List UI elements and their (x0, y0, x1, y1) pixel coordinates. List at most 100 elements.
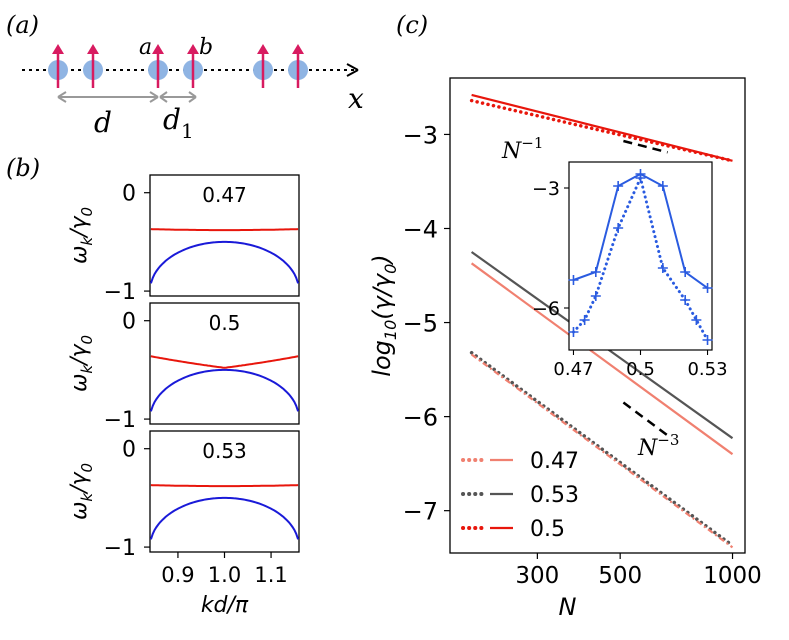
spin-arrowhead (152, 44, 164, 54)
inset-frame (568, 161, 713, 351)
y-axis-label: ωk/γ0 (67, 207, 96, 264)
y-axis-label-post-sub: 0 (381, 264, 400, 274)
distance-d-arrowhead-left (57, 91, 67, 103)
plot-title: 0.5 (209, 311, 241, 335)
inset-marker (568, 327, 579, 337)
y-axis-label: ωk/γ0 (67, 463, 96, 520)
site-b-label: b (199, 35, 213, 60)
distance-d: d (57, 91, 159, 139)
chain-sites (22, 44, 359, 88)
site-a-label: a (139, 35, 152, 60)
inset-marker (702, 335, 713, 345)
band-curve (150, 484, 299, 488)
plot-title: 0.53 (202, 439, 247, 463)
plot-title: 0.47 (202, 183, 247, 207)
distance-d1-arrowhead-left (159, 91, 168, 103)
inset-marker (579, 315, 590, 325)
plot-frame (149, 302, 300, 425)
y-axis-label-sub: k (78, 492, 96, 502)
plot-frame (149, 174, 300, 297)
y-axis-label-main: ω (67, 246, 92, 264)
x-tick-label: 1.0 (208, 563, 241, 587)
annotation-base: N (637, 436, 658, 461)
y-axis-label-den: /γ (67, 344, 92, 367)
y-tick-label: −1 (104, 280, 136, 305)
panel-a-label: (a) (6, 11, 39, 39)
y-axis-label-sub: 10 (381, 320, 400, 340)
y-axis-label-den-sub: 0 (78, 463, 96, 473)
y-tick-label: −6 (403, 404, 438, 432)
inset-marker (702, 283, 713, 293)
spin-arrowhead (52, 44, 64, 54)
inset-marker (613, 223, 624, 233)
series-line (469, 98, 735, 163)
x-tick-label: 1.1 (254, 563, 287, 587)
band-curve (149, 496, 300, 540)
inset-x-tick-label: 0.5 (626, 359, 655, 380)
inset-marker (657, 181, 668, 191)
y-axis-label-den: /γ (67, 216, 92, 239)
spin-arrowhead (292, 44, 304, 54)
band-curve (149, 368, 300, 412)
y-axis-label-sub: k (78, 236, 96, 246)
distance-d1-subscript: 1 (181, 119, 194, 143)
spin-arrowhead (87, 44, 99, 54)
annotation-n-minus-1: N−1 (501, 134, 543, 164)
inset-x-tick-label: 0.47 (553, 359, 593, 380)
inset-marker (691, 315, 702, 325)
series-line (623, 139, 668, 154)
y-tick-label: −3 (403, 121, 438, 149)
series-line (622, 401, 669, 437)
legend: 0.47 0.53 0.5 (461, 449, 579, 542)
series-line (470, 353, 734, 549)
panel-c-label: (c) (396, 11, 428, 39)
y-tick-label: 0 (122, 182, 136, 207)
inset-y-tick-label: −6 (532, 298, 560, 320)
y-axis-label-sub: k (78, 364, 96, 374)
spin-arrowhead (187, 44, 199, 54)
band-plot-b-top: 0.47 0 −1 ωk/γ0 (67, 174, 300, 305)
distance-d1-arrowhead-right (188, 91, 197, 103)
chain-axis-arrowhead (346, 63, 359, 77)
annotation-base: N (501, 139, 522, 164)
y-axis-label-post: (γ/γ (368, 272, 396, 320)
plot-frame (449, 77, 746, 554)
distance-d-label: d (94, 106, 112, 139)
y-axis-label-den: /γ (67, 472, 92, 495)
inset-marker (568, 275, 579, 285)
inset-marker (590, 267, 601, 277)
x-axis-label: N (559, 593, 577, 621)
legend-label: 0.5 (530, 517, 565, 542)
distance-d1: d 1 (159, 91, 197, 143)
y-tick-label: 0 (122, 310, 136, 335)
y-tick-label: −5 (403, 310, 438, 338)
x-tick-label: 0.9 (161, 563, 194, 587)
series-line (470, 262, 734, 456)
band-plot-b-mid: 0.50−1ωk/γ0 (67, 302, 300, 433)
y-axis-label-pre: log (368, 340, 396, 377)
x-tick-label: 500 (598, 563, 642, 589)
legend-label: 0.47 (530, 449, 579, 474)
inset-marker (680, 295, 691, 305)
y-tick-label: −7 (403, 498, 438, 526)
y-tick-label: −1 (104, 536, 136, 561)
y-axis-label-end: ) (368, 254, 396, 265)
panel-a: (a) a b x d d 1 (6, 11, 364, 143)
annotation-sup: −1 (521, 134, 543, 152)
band-curve (150, 355, 299, 369)
x-tick-label: 1000 (703, 563, 762, 589)
y-axis-label: log10(γ/γ0) (368, 254, 400, 376)
y-axis-label-main: ω (67, 374, 92, 392)
inset-marker (613, 181, 624, 191)
y-tick-label: −4 (403, 215, 438, 243)
annotation-n-minus-3: N−3 (637, 431, 679, 461)
inset-x-tick-label: 0.53 (687, 359, 727, 380)
inset-marker (635, 173, 646, 183)
inset-marker (590, 291, 601, 301)
band-curve (149, 240, 300, 284)
y-axis-label-den-sub: 0 (78, 335, 96, 345)
y-tick-label: 0 (122, 438, 136, 463)
panel-b-label: (b) (6, 154, 40, 182)
spin-arrowhead (257, 44, 269, 54)
